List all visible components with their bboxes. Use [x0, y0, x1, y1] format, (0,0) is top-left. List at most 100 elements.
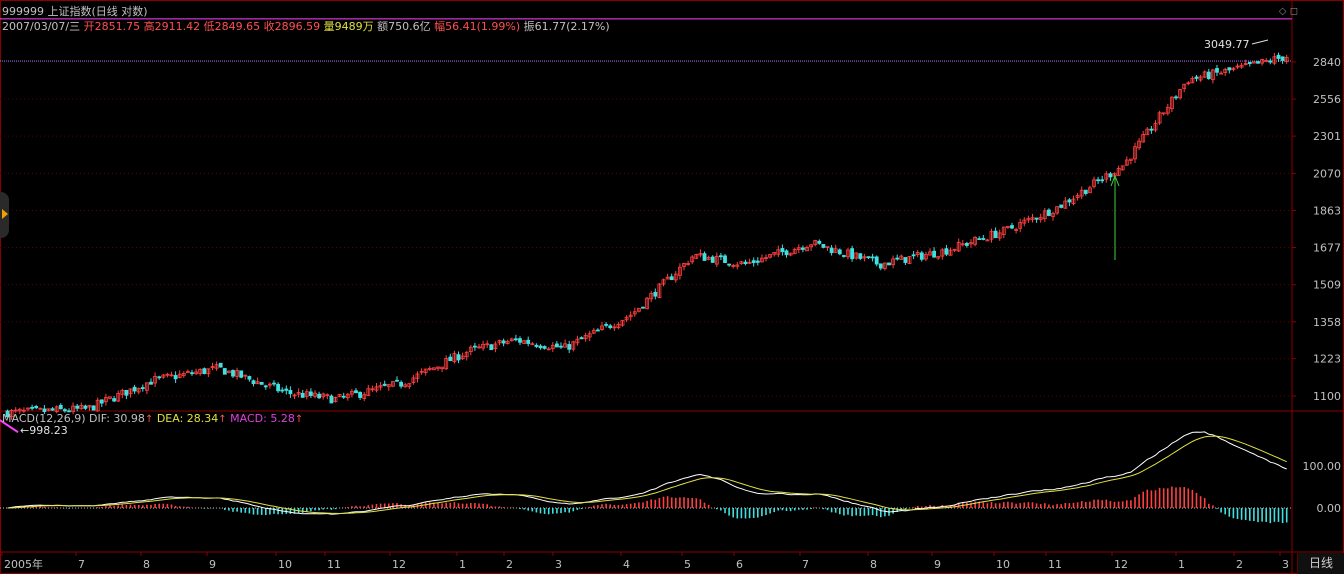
candle-body — [1092, 179, 1096, 187]
candle-body — [1071, 198, 1076, 205]
candle-body — [153, 376, 158, 384]
side-panel-toggle[interactable] — [0, 192, 9, 238]
amount-label: 额 — [377, 20, 389, 33]
candle-body — [956, 241, 961, 252]
candle-body — [719, 255, 723, 258]
candle-body — [829, 247, 834, 254]
candle-body — [608, 325, 613, 329]
candle-body — [870, 256, 875, 259]
candle-body — [390, 381, 395, 387]
candle-body — [378, 385, 383, 388]
candle-body — [907, 256, 912, 264]
bar-date: 2007/03/07/三 — [2, 20, 81, 33]
candle-body — [395, 379, 399, 382]
time-tick-label: 12 — [1114, 558, 1128, 571]
candle-body — [177, 373, 182, 378]
candle-body — [1063, 200, 1068, 209]
candle-body — [333, 396, 338, 402]
candle-body — [735, 264, 740, 267]
diamond-icon[interactable]: ◇ — [1278, 6, 1287, 17]
candle-body — [960, 243, 965, 246]
candle-body — [1243, 62, 1248, 66]
candle-body — [903, 257, 908, 263]
candle-body — [50, 408, 55, 411]
time-tick-label: 8 — [143, 558, 150, 571]
candle-body — [276, 383, 281, 392]
candle-body — [1030, 217, 1035, 220]
close-label: 收 — [263, 20, 275, 33]
period-button[interactable]: 日线 — [1297, 553, 1344, 574]
candle-body — [846, 249, 850, 258]
window-controls[interactable]: ◇ ◻ — [1279, 6, 1298, 17]
dif-value: DIF: 30.98 — [89, 412, 145, 425]
time-tick-label: 6 — [736, 558, 743, 571]
candle-body — [1252, 61, 1256, 64]
candle-body — [128, 388, 133, 395]
price-tick-label: 2556 — [1313, 93, 1341, 106]
candle-body — [919, 252, 924, 260]
axes: 2840255623012070186316771509135812231100… — [0, 38, 1341, 571]
candle-body — [444, 358, 449, 370]
candle-body — [555, 343, 559, 348]
candle-body — [596, 329, 600, 332]
candle-body — [1116, 168, 1121, 176]
candle-body — [928, 251, 932, 256]
candle-body — [1223, 68, 1228, 73]
candle-body — [21, 409, 26, 412]
candle-body — [924, 254, 928, 260]
candle-body — [1272, 56, 1277, 64]
macd-tick-label: 100.00 — [1303, 460, 1342, 473]
candle-body — [792, 248, 797, 255]
candle-body — [399, 381, 404, 387]
candle-body — [1042, 210, 1047, 220]
macd-name: MACD(12,26,9) — [2, 412, 86, 425]
candle-body — [231, 370, 235, 377]
restore-icon[interactable]: ◻ — [1289, 6, 1298, 17]
candle-body — [620, 319, 625, 326]
candle-body — [403, 384, 408, 388]
candle-body — [772, 252, 777, 255]
price-tick-label: 1100 — [1313, 390, 1341, 403]
candle-body — [30, 406, 35, 409]
candle-body — [591, 329, 596, 334]
candle-body — [534, 344, 539, 347]
candle-body — [1001, 226, 1006, 235]
macd-value: MACD: 5.28 — [230, 412, 295, 425]
candle-body — [464, 351, 469, 358]
candle-body — [1153, 123, 1158, 131]
candle-body — [649, 293, 654, 300]
candle-body — [489, 344, 494, 351]
dea-line — [7, 435, 1287, 515]
candle-body — [878, 263, 883, 269]
candle-body — [993, 230, 998, 238]
candle-body — [226, 370, 231, 374]
candle-body — [239, 370, 244, 378]
candle-body — [374, 386, 379, 391]
time-tick-label: 9 — [209, 558, 216, 571]
candle-body — [247, 376, 252, 380]
candle-body — [13, 409, 18, 412]
candle-body — [850, 248, 854, 260]
candle-body — [456, 354, 461, 361]
candle-body — [1051, 213, 1055, 217]
candle-body — [563, 343, 567, 348]
candle-body — [1100, 179, 1105, 182]
annotation-arrow-head — [1110, 174, 1120, 187]
candle-body — [1026, 217, 1031, 221]
candle-body — [514, 338, 518, 341]
candle-body — [1239, 64, 1244, 68]
candle-body — [58, 404, 63, 410]
candle-body — [842, 255, 846, 257]
candle-body — [9, 409, 14, 418]
candle-body — [813, 240, 818, 246]
candle-body — [5, 410, 10, 418]
candle-body — [308, 391, 313, 396]
open-label: 开 — [83, 20, 95, 33]
candle-body — [1096, 179, 1100, 182]
candle-body — [817, 240, 822, 244]
candle-body — [764, 257, 768, 259]
time-tick-label: 3 — [555, 558, 562, 571]
candle-body — [190, 372, 194, 375]
candle-body — [1161, 112, 1166, 115]
